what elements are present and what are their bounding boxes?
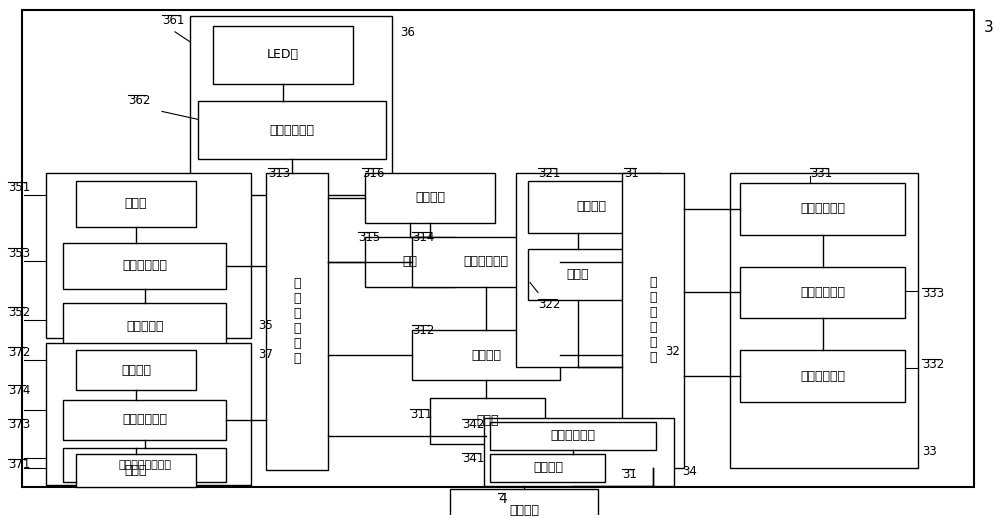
Text: 34: 34 [682,465,697,478]
FancyBboxPatch shape [365,173,495,223]
Text: 蓝牙芯片: 蓝牙芯片 [533,461,563,474]
Text: 无线模块电路: 无线模块电路 [550,429,596,442]
Text: 37: 37 [258,348,273,361]
Text: 高浓度胡椒喷雾器: 高浓度胡椒喷雾器 [119,459,172,470]
Text: 31: 31 [622,468,637,481]
Text: 361: 361 [162,14,184,27]
Text: 321: 321 [538,167,560,180]
Text: 31: 31 [624,167,639,180]
Text: 353: 353 [8,247,30,260]
Text: 35: 35 [258,319,273,332]
Text: 医疗救援按键: 医疗救援按键 [800,369,846,383]
Text: 36: 36 [400,26,415,39]
Text: 电池: 电池 [402,255,418,268]
Text: 316: 316 [362,167,384,180]
FancyBboxPatch shape [740,183,905,235]
Text: 继电器: 继电器 [567,268,589,281]
Text: 373: 373 [8,418,30,431]
FancyBboxPatch shape [430,398,545,444]
Text: 312: 312 [412,324,434,337]
FancyBboxPatch shape [740,350,905,402]
Text: 照明模块电路: 照明模块电路 [270,124,314,137]
FancyBboxPatch shape [490,454,605,482]
Text: 374: 374 [8,384,30,397]
FancyBboxPatch shape [76,350,196,390]
Text: LED灯: LED灯 [267,48,299,61]
FancyBboxPatch shape [484,418,674,485]
Text: 蜂鸣器: 蜂鸣器 [477,414,499,427]
FancyBboxPatch shape [22,10,974,487]
FancyBboxPatch shape [63,304,226,349]
FancyBboxPatch shape [740,267,905,319]
FancyBboxPatch shape [76,454,196,487]
Text: 313: 313 [268,167,290,180]
FancyBboxPatch shape [46,173,251,338]
Text: 控
制
电
路
模
块: 控 制 电 路 模 块 [649,276,657,364]
FancyBboxPatch shape [412,237,560,286]
Text: 333: 333 [922,286,944,299]
Text: 喷雾按钮: 喷雾按钮 [121,364,151,377]
Text: 322: 322 [538,298,560,311]
Text: 充电接口: 充电接口 [415,192,445,205]
FancyBboxPatch shape [63,243,226,289]
FancyBboxPatch shape [622,173,684,468]
FancyBboxPatch shape [266,173,328,470]
FancyBboxPatch shape [63,448,226,482]
Text: 331: 331 [810,167,832,180]
Text: 智能芯片: 智能芯片 [471,349,501,362]
Text: 喷雾模块电路: 喷雾模块电路 [122,413,168,426]
Text: 362: 362 [128,94,150,107]
Text: 图像处理器: 图像处理器 [126,320,164,333]
Text: 352: 352 [8,307,30,320]
FancyBboxPatch shape [63,400,226,440]
Text: 喷雾头: 喷雾头 [125,464,147,477]
Text: 控
制
电
路
模
块: 控 制 电 路 模 块 [293,277,301,365]
Text: 341: 341 [462,452,484,465]
FancyBboxPatch shape [198,102,386,159]
Text: 3: 3 [984,20,994,35]
Text: 372: 372 [8,346,30,359]
Text: 按键模块电路: 按键模块电路 [800,286,846,299]
Text: 32: 32 [665,345,680,358]
Text: 网络终端: 网络终端 [509,504,539,517]
Text: 311: 311 [410,408,432,421]
Text: 摄像模块电路: 摄像模块电路 [122,259,168,272]
Text: 351: 351 [8,181,30,194]
FancyBboxPatch shape [76,181,196,227]
FancyBboxPatch shape [730,173,918,468]
Text: 371: 371 [8,457,30,471]
Text: 摄像头: 摄像头 [125,197,147,210]
Text: 报警救援按键: 报警救援按键 [800,203,846,215]
Text: 342: 342 [462,418,484,431]
FancyBboxPatch shape [528,249,628,300]
Text: 332: 332 [922,358,944,371]
FancyBboxPatch shape [213,26,353,83]
FancyBboxPatch shape [528,181,654,233]
Text: 315: 315 [358,231,380,244]
Text: 314: 314 [412,231,434,244]
Text: 开关按钮: 开关按钮 [576,200,606,213]
FancyBboxPatch shape [190,16,392,195]
FancyBboxPatch shape [450,490,598,518]
Text: 驱动电路模块: 驱动电路模块 [464,255,509,268]
FancyBboxPatch shape [46,343,251,484]
FancyBboxPatch shape [412,330,560,380]
FancyBboxPatch shape [516,173,661,367]
Text: 4: 4 [498,493,507,507]
Text: 33: 33 [922,444,937,457]
FancyBboxPatch shape [365,237,455,286]
FancyBboxPatch shape [490,422,656,450]
